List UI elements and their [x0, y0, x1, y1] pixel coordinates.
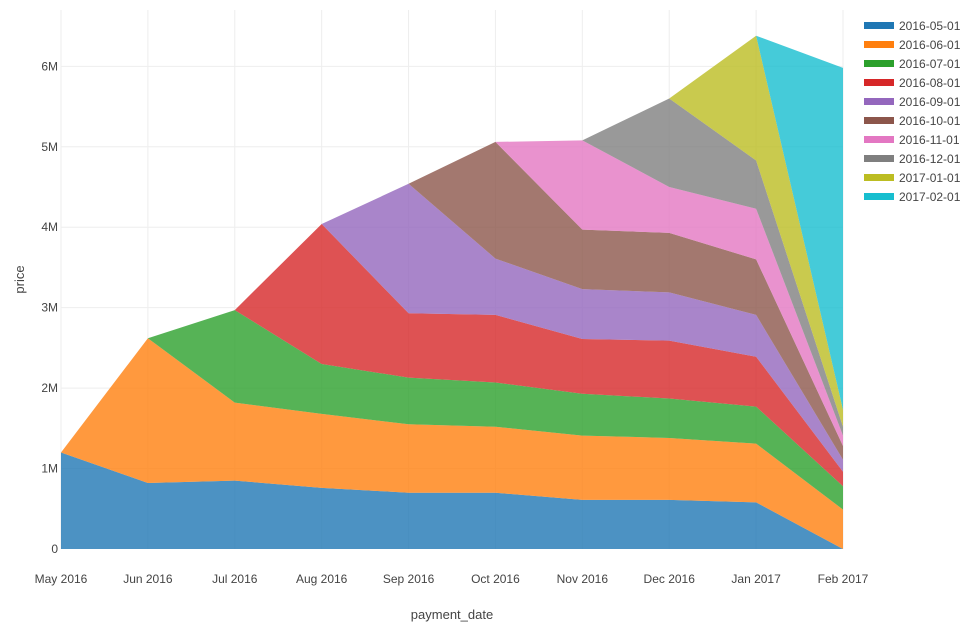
x-tick-label: Feb 2017	[818, 572, 869, 586]
y-tick-label: 3M	[41, 301, 58, 315]
area-series-2016-05-01[interactable]	[61, 452, 843, 549]
legend-swatch	[864, 22, 894, 29]
x-tick-label: Jan 2017	[731, 572, 781, 586]
x-tick-label: Sep 2016	[383, 572, 435, 586]
y-tick-label: 6M	[41, 59, 58, 73]
legend-label: 2017-01-01	[899, 171, 961, 185]
y-tick-label: 4M	[41, 220, 58, 234]
legend[interactable]: 2016-05-01 2016-06-01 2016-07-01 2016-08-01…	[864, 19, 961, 204]
y-tick-label: 5M	[41, 140, 58, 154]
legend-label: 2016-09-01	[899, 95, 961, 109]
legend-label: 2016-07-01	[899, 57, 961, 71]
legend-item-2016-10-01[interactable]: 2016-10-01	[864, 114, 961, 128]
x-tick-label: Dec 2016	[644, 572, 696, 586]
area-series-2016-09-01[interactable]	[61, 183, 843, 472]
legend-swatch	[864, 193, 894, 200]
legend-label: 2016-10-01	[899, 114, 961, 128]
legend-item-2017-01-01[interactable]: 2017-01-01	[864, 171, 961, 185]
legend-swatch	[864, 79, 894, 86]
area-series-2016-06-01[interactable]	[61, 338, 843, 549]
x-tick-label: Jun 2016	[123, 572, 173, 586]
legend-label: 2016-06-01	[899, 38, 961, 52]
legend-item-2016-11-01[interactable]: 2016-11-01	[864, 133, 960, 147]
legend-label: 2016-05-01	[899, 19, 961, 33]
legend-item-2016-09-01[interactable]: 2016-09-01	[864, 95, 961, 109]
y-tick-label: 2M	[41, 381, 58, 395]
legend-label: 2016-11-01	[899, 133, 960, 147]
x-tick-label: May 2016	[35, 572, 88, 586]
legend-item-2016-06-01[interactable]: 2016-06-01	[864, 38, 961, 52]
y-axis-ticks: 0 1M 2M 3M 4M 5M 6M	[41, 59, 58, 556]
y-axis-title: price	[12, 265, 27, 293]
legend-swatch	[864, 136, 894, 143]
x-tick-label: Oct 2016	[471, 572, 520, 586]
legend-item-2016-05-01[interactable]: 2016-05-01	[864, 19, 961, 33]
x-axis-ticks: May 2016 Jun 2016 Jul 2016 Aug 2016 Sep 2016…	[35, 572, 869, 586]
legend-label: 2016-08-01	[899, 76, 961, 90]
legend-swatch	[864, 98, 894, 105]
legend-item-2017-02-01[interactable]: 2017-02-01	[864, 190, 961, 204]
legend-swatch	[864, 41, 894, 48]
legend-item-2016-12-01[interactable]: 2016-12-01	[864, 152, 961, 166]
area-series-2016-10-01[interactable]	[61, 141, 843, 460]
legend-swatch	[864, 155, 894, 162]
legend-swatch	[864, 117, 894, 124]
y-tick-label: 0	[51, 542, 58, 556]
area-series-2016-07-01[interactable]	[61, 310, 843, 510]
legend-item-2016-08-01[interactable]: 2016-08-01	[864, 76, 961, 90]
area-series-2016-08-01[interactable]	[61, 223, 843, 487]
y-tick-label: 1M	[41, 462, 58, 476]
x-tick-label: Jul 2016	[212, 572, 258, 586]
legend-label: 2016-12-01	[899, 152, 961, 166]
legend-swatch	[864, 60, 894, 67]
area-series-layer	[61, 35, 843, 549]
legend-swatch	[864, 174, 894, 181]
area-series-2016-11-01[interactable]	[61, 140, 843, 453]
x-axis-title: payment_date	[411, 607, 493, 622]
legend-item-2016-07-01[interactable]: 2016-07-01	[864, 57, 961, 71]
legend-label: 2017-02-01	[899, 190, 961, 204]
x-tick-label: Nov 2016	[557, 572, 609, 586]
area-series-2017-01-01[interactable]	[61, 35, 843, 453]
x-tick-label: Aug 2016	[296, 572, 348, 586]
